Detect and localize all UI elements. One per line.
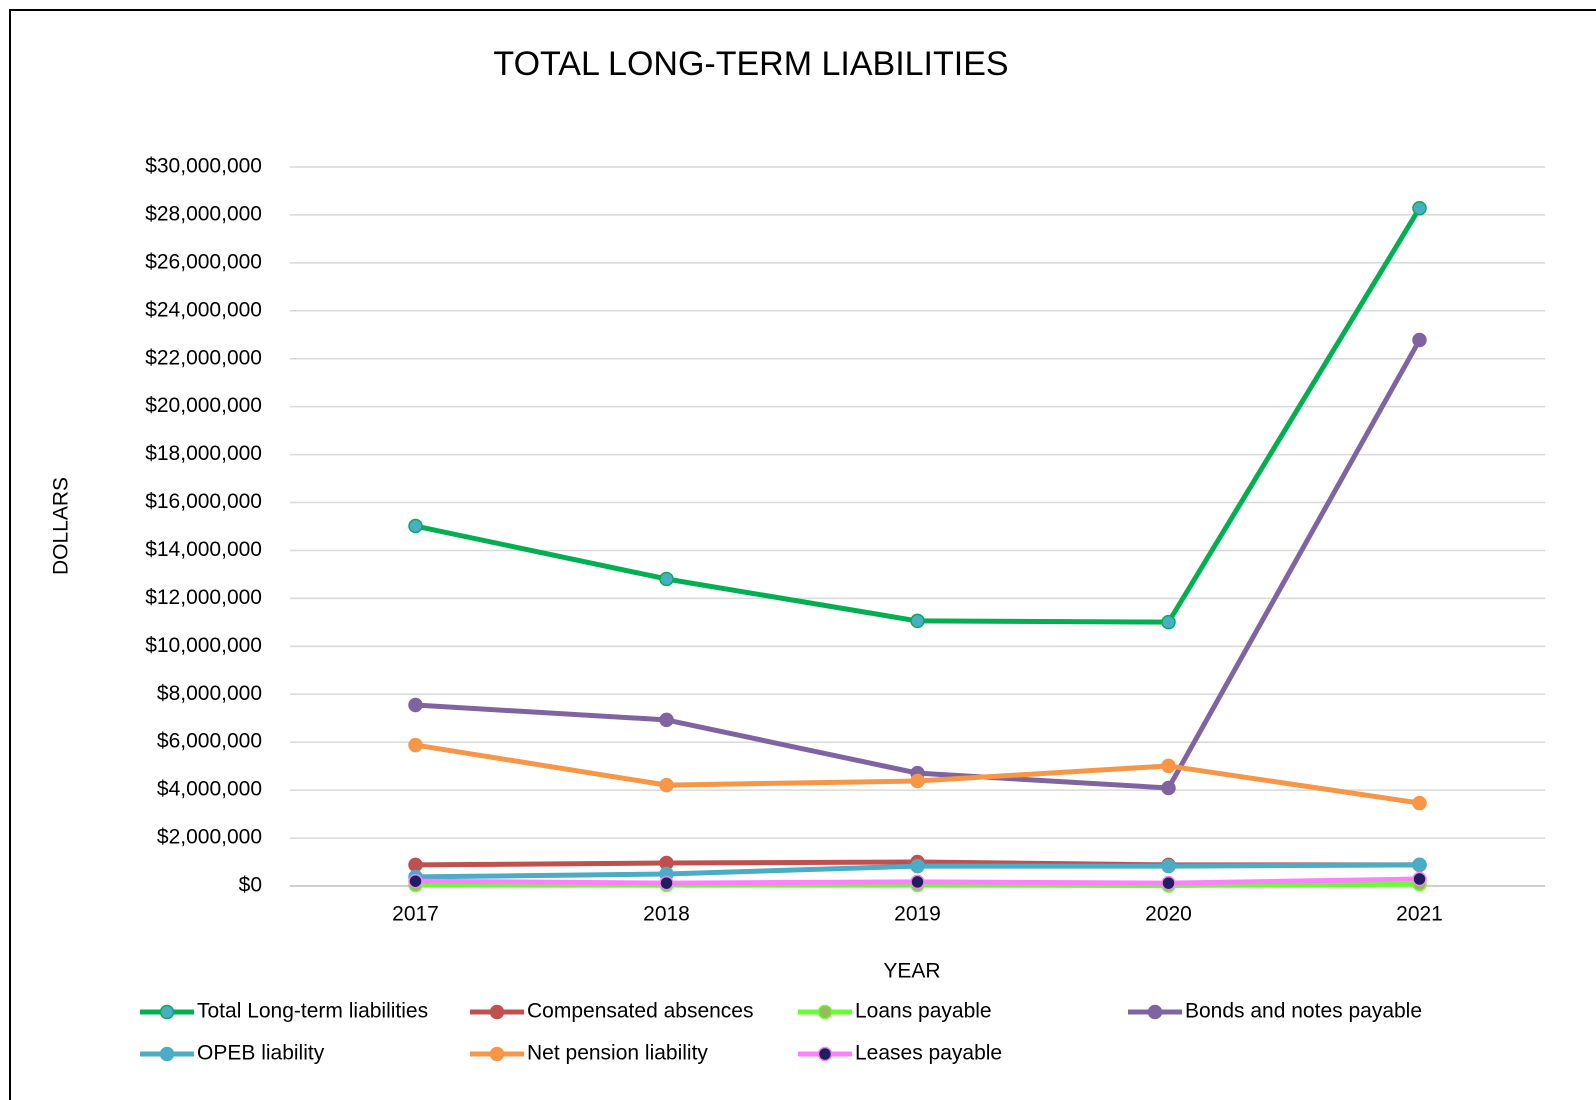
series-marker	[1161, 858, 1176, 874]
y-tick-label: $28,000,000	[145, 202, 262, 225]
legend-label: Loans payable	[855, 1000, 992, 1023]
series-marker	[659, 777, 674, 793]
series-marker	[659, 712, 674, 728]
y-tick-label: $26,000,000	[145, 250, 262, 273]
legend-marker	[817, 1004, 833, 1020]
x-axis-label: YEAR	[883, 960, 940, 983]
y-tick-label: $22,000,000	[145, 346, 262, 369]
legend-label: Compensated absences	[527, 1000, 753, 1023]
series-marker	[1412, 795, 1427, 811]
y-tick-label: $20,000,000	[145, 394, 262, 417]
x-tick-label: 2018	[643, 903, 690, 926]
legend-label: Net pension liability	[527, 1042, 708, 1065]
legend-marker	[489, 1004, 505, 1020]
series-marker	[659, 571, 674, 587]
series-marker	[408, 518, 423, 534]
y-tick-label: $2,000,000	[157, 826, 262, 849]
series-marker	[1412, 871, 1427, 887]
y-tick-label: $6,000,000	[157, 730, 262, 753]
series-marker	[1161, 614, 1176, 630]
series-marker	[408, 873, 423, 889]
y-tick-label: $18,000,000	[145, 442, 262, 465]
legend-marker	[817, 1046, 833, 1062]
y-tick-label: $0	[239, 874, 262, 897]
series-marker	[408, 737, 423, 753]
y-tick-label: $16,000,000	[145, 490, 262, 513]
legend-marker	[159, 1046, 175, 1062]
y-tick-label: $4,000,000	[157, 778, 262, 801]
legend-marker	[489, 1046, 505, 1062]
y-tick-label: $8,000,000	[157, 682, 262, 705]
legend-label: OPEB liability	[197, 1042, 325, 1065]
series-marker	[1412, 200, 1427, 216]
series-marker	[910, 874, 925, 890]
series-marker	[910, 613, 925, 629]
series-marker	[1161, 875, 1176, 891]
y-axis-label: DOLLARS	[50, 477, 73, 575]
legend-marker	[159, 1004, 175, 1020]
series-marker	[910, 858, 925, 874]
series-marker	[1161, 758, 1176, 774]
series-marker	[659, 875, 674, 891]
legend-label: Leases payable	[855, 1042, 1002, 1065]
y-tick-label: $14,000,000	[145, 538, 262, 561]
y-tick-label: $12,000,000	[145, 586, 262, 609]
legend-label: Bonds and notes payable	[1185, 1000, 1422, 1023]
y-tick-label: $10,000,000	[145, 634, 262, 657]
series-marker	[408, 697, 423, 713]
y-tick-label: $30,000,000	[145, 155, 262, 178]
series-marker	[910, 773, 925, 789]
chart-title: TOTAL LONG-TERM LIABILITIES	[493, 45, 1008, 83]
x-tick-label: 2021	[1396, 903, 1443, 926]
x-tick-label: 2019	[894, 903, 941, 926]
x-tick-label: 2020	[1145, 903, 1192, 926]
series-marker	[408, 857, 423, 873]
series-marker	[1412, 332, 1427, 348]
series-marker	[1412, 857, 1427, 873]
x-tick-label: 2017	[392, 903, 439, 926]
series-marker	[1161, 780, 1176, 796]
chart-border	[9, 9, 1596, 1100]
series-line	[414, 206, 1422, 625]
legend-marker	[1147, 1004, 1163, 1020]
legend-label: Total Long-term liabilities	[197, 1000, 428, 1023]
y-tick-label: $24,000,000	[145, 298, 262, 321]
